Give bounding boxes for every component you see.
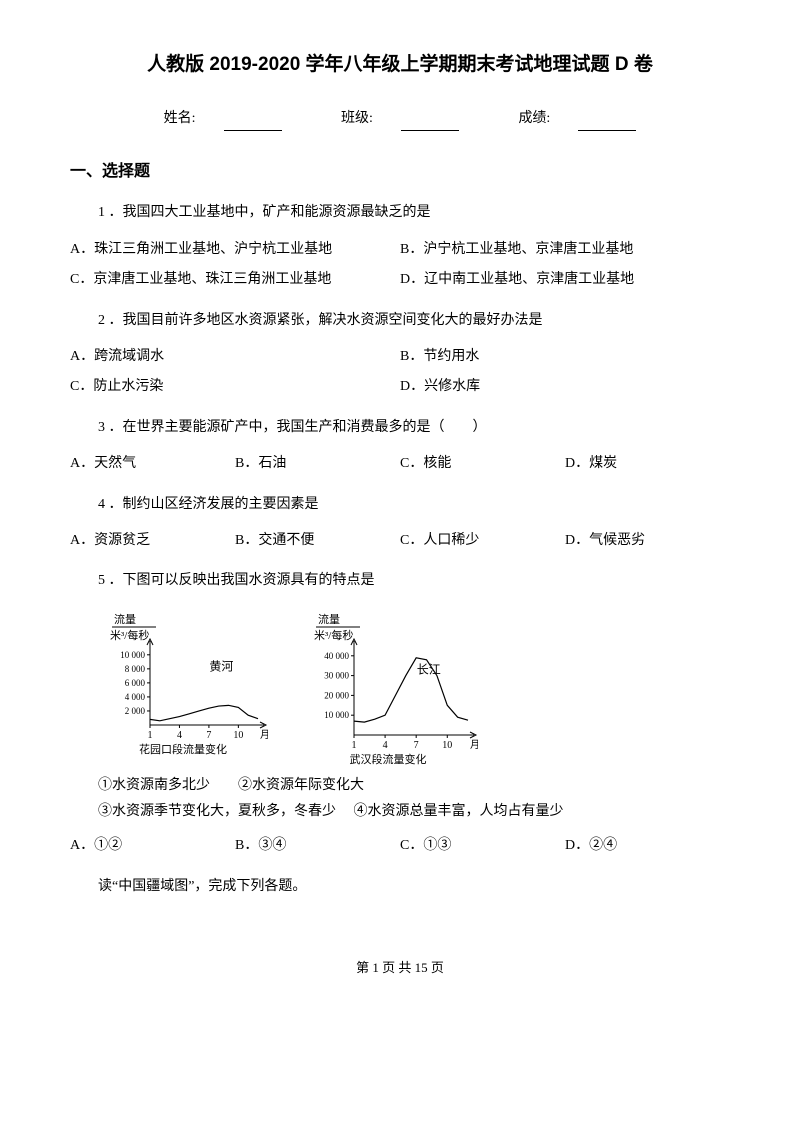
q2-opt-c[interactable]: C．防止水污染 xyxy=(70,372,400,402)
svg-text:花园口段流量变化: 花园口段流量变化 xyxy=(139,742,227,755)
q2-opt-b[interactable]: B．节约用水 xyxy=(400,342,730,372)
score-blank[interactable] xyxy=(578,117,636,131)
svg-text:20 000: 20 000 xyxy=(324,690,349,700)
svg-text:6 000: 6 000 xyxy=(125,678,146,688)
svg-text:4: 4 xyxy=(383,740,388,751)
svg-text:长江: 长江 xyxy=(417,662,441,676)
q2-opt-a[interactable]: A．跨流域调水 xyxy=(70,342,400,372)
q4-stem: 4 ．制约山区经济发展的主要因素是 xyxy=(70,494,730,516)
name-label: 姓名: xyxy=(150,111,296,126)
svg-text:流量: 流量 xyxy=(114,612,136,626)
svg-text:10 000: 10 000 xyxy=(324,710,349,720)
q5-opt-a[interactable]: A．①② xyxy=(70,831,235,861)
svg-text:4 000: 4 000 xyxy=(125,692,146,702)
score-label: 成绩: xyxy=(504,111,650,126)
svg-text:流量: 流量 xyxy=(318,612,340,626)
svg-text:月份: 月份 xyxy=(260,729,268,741)
q1-stem: 1 ．我国四大工业基地中，矿产和能源资源最缺乏的是 xyxy=(70,202,730,224)
stmt-4: ④水资源总量丰富，人均占有量少 xyxy=(354,804,564,819)
svg-text:1: 1 xyxy=(148,730,153,741)
chart-huanghe: 流量米³/每秒 2 000 4 000 6 000 8 000 10 000 1 4 7 10 月份… xyxy=(98,605,268,765)
svg-text:米³/每秒: 米³/每秒 xyxy=(314,628,353,642)
q4-opt-d[interactable]: D．气候恶劣 xyxy=(565,526,730,556)
q1-opt-c[interactable]: C．京津唐工业基地、珠江三角洲工业基地 xyxy=(70,265,400,295)
svg-text:40 000: 40 000 xyxy=(324,650,349,660)
q5-opt-c[interactable]: C．①③ xyxy=(400,831,565,861)
q1-options: A．珠江三角洲工业基地、沪宁杭工业基地 B．沪宁杭工业基地、京津唐工业基地 C．… xyxy=(70,235,730,296)
svg-text:米³/每秒: 米³/每秒 xyxy=(110,628,149,642)
svg-text:30 000: 30 000 xyxy=(324,670,349,680)
q4-options: A．资源贫乏 B．交通不便 C．人口稀少 D．气候恶劣 xyxy=(70,526,730,556)
svg-text:10 000: 10 000 xyxy=(120,649,145,659)
svg-text:10: 10 xyxy=(442,740,452,751)
info-row: 姓名: 班级: 成绩: xyxy=(70,108,730,130)
class-label: 班级: xyxy=(327,111,473,126)
svg-text:7: 7 xyxy=(206,730,211,741)
section-heading: 一、选择题 xyxy=(70,159,730,185)
q3-opt-a[interactable]: A．天然气 xyxy=(70,449,235,479)
q5-opt-d[interactable]: D．②④ xyxy=(565,831,730,861)
svg-text:1: 1 xyxy=(352,740,357,751)
q2-options: A．跨流域调水 B．节约用水 C．防止水污染 D．兴修水库 xyxy=(70,342,730,403)
svg-text:8 000: 8 000 xyxy=(125,664,146,674)
q5-opt-b[interactable]: B．③④ xyxy=(235,831,400,861)
q3-opt-b[interactable]: B．石油 xyxy=(235,449,400,479)
stmt-2: ②水资源年际变化大 xyxy=(238,778,364,793)
tail-text: 读“中国疆域图”，完成下列各题。 xyxy=(70,876,730,898)
q1-opt-a[interactable]: A．珠江三角洲工业基地、沪宁杭工业基地 xyxy=(70,235,400,265)
q4-opt-b[interactable]: B．交通不便 xyxy=(235,526,400,556)
q5-options: A．①② B．③④ C．①③ D．②④ xyxy=(70,831,730,861)
stmt-3: ③水资源季节变化大，夏秋多，冬春少 xyxy=(98,804,336,819)
exam-title: 人教版 2019-2020 学年八年级上学期期末考试地理试题 D 卷 xyxy=(70,50,730,80)
q3-opt-d[interactable]: D．煤炭 xyxy=(565,449,730,479)
svg-text:2 000: 2 000 xyxy=(125,706,146,716)
q4-opt-a[interactable]: A．资源贫乏 xyxy=(70,526,235,556)
page-footer: 第 1 页 共 15 页 xyxy=(70,958,730,979)
svg-text:10: 10 xyxy=(233,730,243,741)
q4-opt-c[interactable]: C．人口稀少 xyxy=(400,526,565,556)
svg-text:4: 4 xyxy=(177,730,182,741)
charts-row: 流量米³/每秒 2 000 4 000 6 000 8 000 10 000 1 4 7 10 月份… xyxy=(70,605,730,765)
q1-opt-b[interactable]: B．沪宁杭工业基地、京津唐工业基地 xyxy=(400,235,730,265)
svg-text:黄河: 黄河 xyxy=(209,659,233,673)
q1-opt-d[interactable]: D．辽中南工业基地、京津唐工业基地 xyxy=(400,265,730,295)
name-blank[interactable] xyxy=(224,117,282,131)
q5-statements: ①水资源南多北少 ②水资源年际变化大 ③水资源季节变化大，夏秋多，冬春少 ④水资… xyxy=(70,775,730,824)
q3-stem: 3 ．在世界主要能源矿产中，我国生产和消费最多的是（ ） xyxy=(70,417,730,439)
svg-text:月份: 月份 xyxy=(470,739,478,751)
svg-text:7: 7 xyxy=(414,740,419,751)
stmt-1: ①水资源南多北少 xyxy=(98,778,210,793)
chart-changjiang: 流量米³/每秒 10 000 20 000 30 000 40 000 1 4 7 10 月份 长江… xyxy=(298,605,478,765)
q3-options: A．天然气 B．石油 C．核能 D．煤炭 xyxy=(70,449,730,479)
q5-stem: 5 ．下图可以反映出我国水资源具有的特点是 xyxy=(70,570,730,592)
q3-opt-c[interactable]: C．核能 xyxy=(400,449,565,479)
class-blank[interactable] xyxy=(401,117,459,131)
svg-text:武汉段流量变化: 武汉段流量变化 xyxy=(350,752,427,765)
q2-opt-d[interactable]: D．兴修水库 xyxy=(400,372,730,402)
q2-stem: 2 ．我国目前许多地区水资源紧张，解决水资源空间变化大的最好办法是 xyxy=(70,310,730,332)
